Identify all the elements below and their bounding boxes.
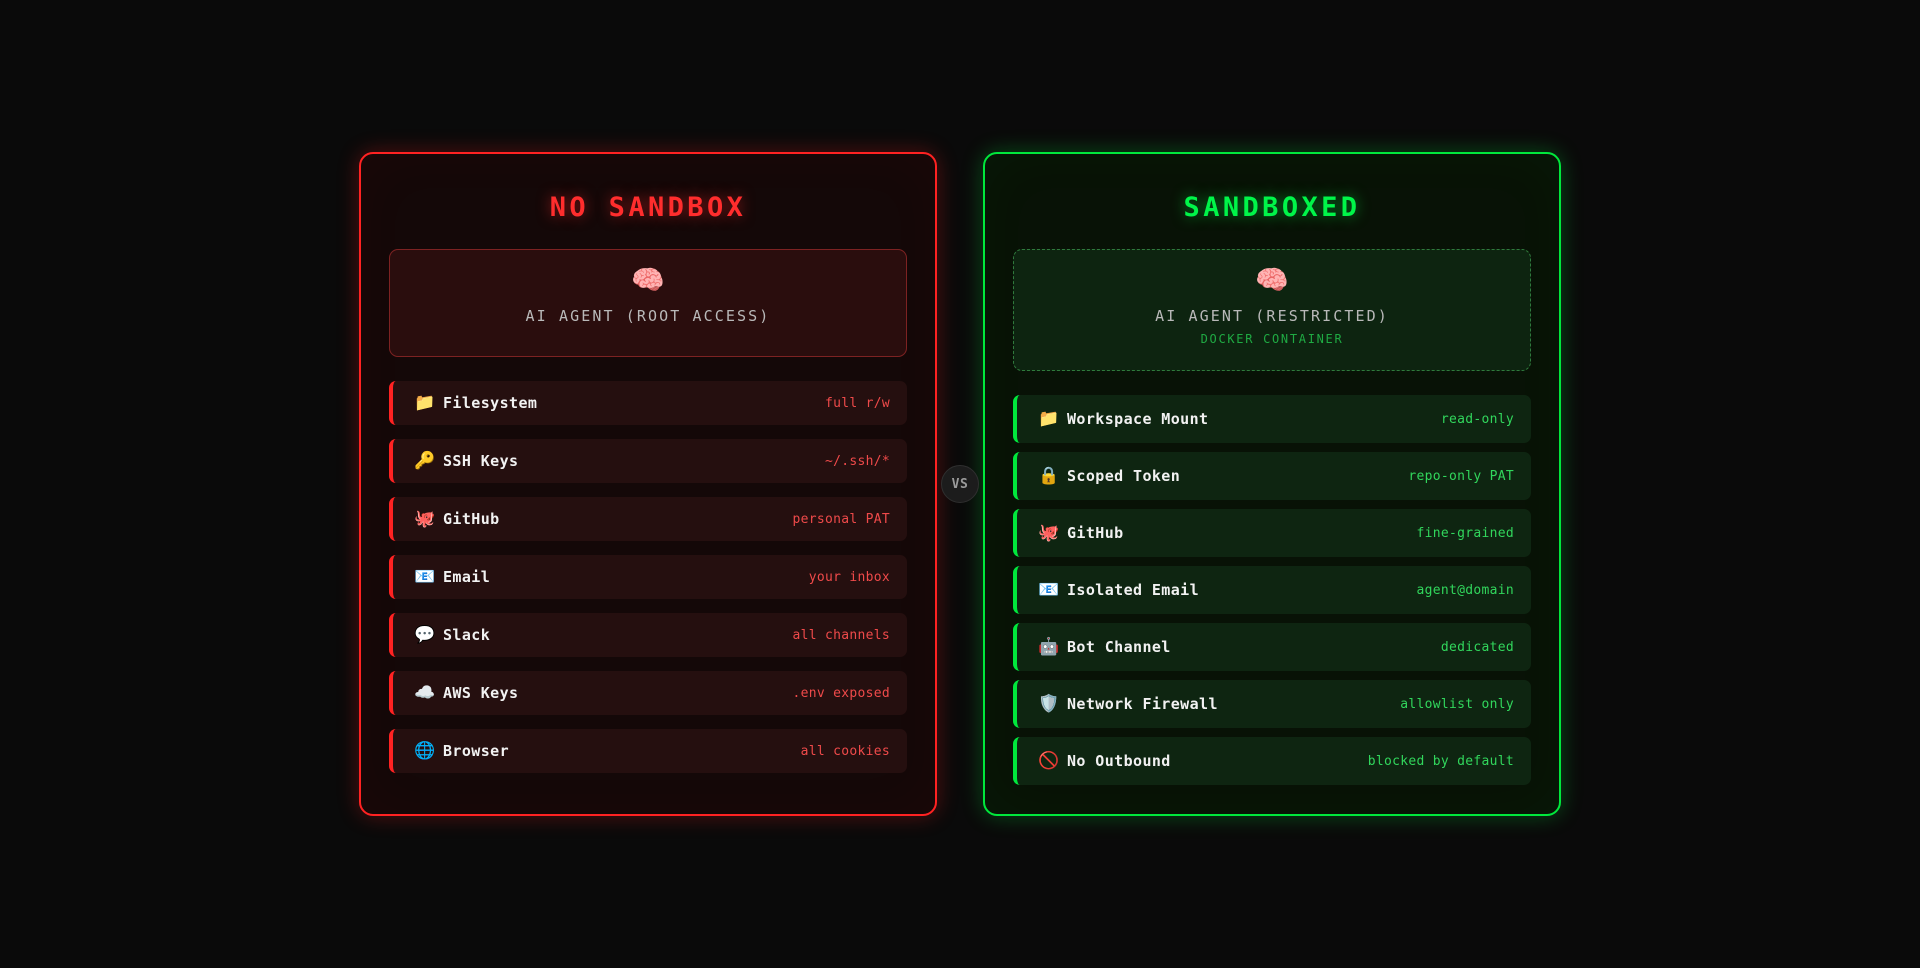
row-value: fine-grained	[1416, 525, 1514, 541]
no-sandbox-card: NO SANDBOX 🧠 AI AGENT (ROOT ACCESS) 📁 Fi…	[359, 152, 937, 816]
table-row[interactable]: 📁 Workspace Mount read-only	[1013, 395, 1531, 443]
row-value: full r/w	[824, 395, 890, 411]
cloud-icon: ☁️	[414, 682, 436, 703]
sandboxed-agent-box: 🧠 AI AGENT (RESTRICTED) DOCKER CONTAINER	[1013, 249, 1531, 371]
table-row[interactable]: 📧 Email your inbox	[389, 555, 907, 599]
table-row[interactable]: 🐙 GitHub fine-grained	[1013, 509, 1531, 557]
email-icon: 📧	[414, 566, 436, 587]
table-row[interactable]: 🌐 Browser all cookies	[389, 729, 907, 773]
row-label: SSH Keys	[443, 452, 519, 470]
octopus-icon: 🐙	[1038, 522, 1060, 543]
row-value: .env exposed	[792, 685, 890, 701]
row-value: personal PAT	[792, 511, 890, 527]
globe-icon: 🌐	[414, 740, 436, 761]
folder-icon: 📁	[414, 392, 436, 413]
table-row[interactable]: 📧 Isolated Email agent@domain	[1013, 566, 1531, 614]
table-row[interactable]: 💬 Slack all channels	[389, 613, 907, 657]
row-value: allowlist only	[1400, 696, 1514, 712]
robot-icon: 🤖	[1038, 636, 1060, 657]
row-label: No Outbound	[1067, 752, 1171, 770]
shield-icon: 🛡️	[1038, 693, 1060, 714]
row-value: all channels	[792, 627, 890, 643]
row-label: GitHub	[443, 510, 500, 528]
sandboxed-title: SANDBOXED	[1183, 192, 1361, 223]
row-value: agent@domain	[1416, 582, 1514, 598]
no-sandbox-agent-box: 🧠 AI AGENT (ROOT ACCESS)	[389, 249, 907, 357]
docker-container-label: DOCKER CONTAINER	[1200, 332, 1344, 347]
row-label: AWS Keys	[443, 684, 519, 702]
table-row[interactable]: 🐙 GitHub personal PAT	[389, 497, 907, 541]
row-label: Browser	[443, 742, 510, 760]
sandboxed-agent-label: AI AGENT (RESTRICTED)	[1155, 307, 1389, 326]
row-value: all cookies	[800, 743, 890, 759]
table-row[interactable]: 🤖 Bot Channel dedicated	[1013, 623, 1531, 671]
row-label: Isolated Email	[1067, 581, 1200, 599]
row-value: dedicated	[1440, 639, 1514, 655]
folder-icon: 📁	[1038, 408, 1060, 429]
row-value: blocked by default	[1367, 753, 1514, 769]
table-row[interactable]: 🚫 No Outbound blocked by default	[1013, 737, 1531, 785]
row-label: Workspace Mount	[1067, 410, 1209, 428]
table-row[interactable]: 🔒 Scoped Token repo-only PAT	[1013, 452, 1531, 500]
brain-emoji-icon: 🧠	[631, 265, 665, 296]
vs-divider: VS	[941, 465, 979, 503]
no-sandbox-agent-label: AI AGENT (ROOT ACCESS)	[525, 307, 771, 326]
octopus-icon: 🐙	[414, 508, 436, 529]
table-row[interactable]: 📁 Filesystem full r/w	[389, 381, 907, 425]
no-sandbox-title: NO SANDBOX	[549, 192, 747, 223]
row-value: ~/.ssh/*	[824, 453, 890, 469]
table-row[interactable]: 🛡️ Network Firewall allowlist only	[1013, 680, 1531, 728]
brain-emoji-icon: 🧠	[1255, 265, 1289, 296]
row-value: repo-only PAT	[1408, 468, 1514, 484]
row-label: Filesystem	[443, 394, 538, 412]
email-icon: 📧	[1038, 579, 1060, 600]
speech-balloon-icon: 💬	[414, 624, 436, 645]
row-label: Network Firewall	[1067, 695, 1218, 713]
row-label: GitHub	[1067, 524, 1124, 542]
row-label: Email	[443, 568, 491, 586]
lock-icon: 🔒	[1038, 465, 1060, 486]
prohibited-icon: 🚫	[1038, 750, 1060, 771]
sandboxed-row-list: 📁 Workspace Mount read-only 🔒 Scoped Tok…	[1013, 395, 1531, 785]
row-label: Slack	[443, 626, 491, 644]
row-value: read-only	[1440, 411, 1514, 427]
row-label: Bot Channel	[1067, 638, 1171, 656]
row-label: Scoped Token	[1067, 467, 1181, 485]
table-row[interactable]: ☁️ AWS Keys .env exposed	[389, 671, 907, 715]
sandboxed-card: SANDBOXED 🧠 AI AGENT (RESTRICTED) DOCKER…	[983, 152, 1561, 816]
row-value: your inbox	[808, 569, 890, 585]
no-sandbox-row-list: 📁 Filesystem full r/w 🔑 SSH Keys ~/.ssh/…	[389, 381, 907, 773]
table-row[interactable]: 🔑 SSH Keys ~/.ssh/*	[389, 439, 907, 483]
vs-badge: VS	[941, 465, 979, 503]
key-icon: 🔑	[414, 450, 436, 471]
